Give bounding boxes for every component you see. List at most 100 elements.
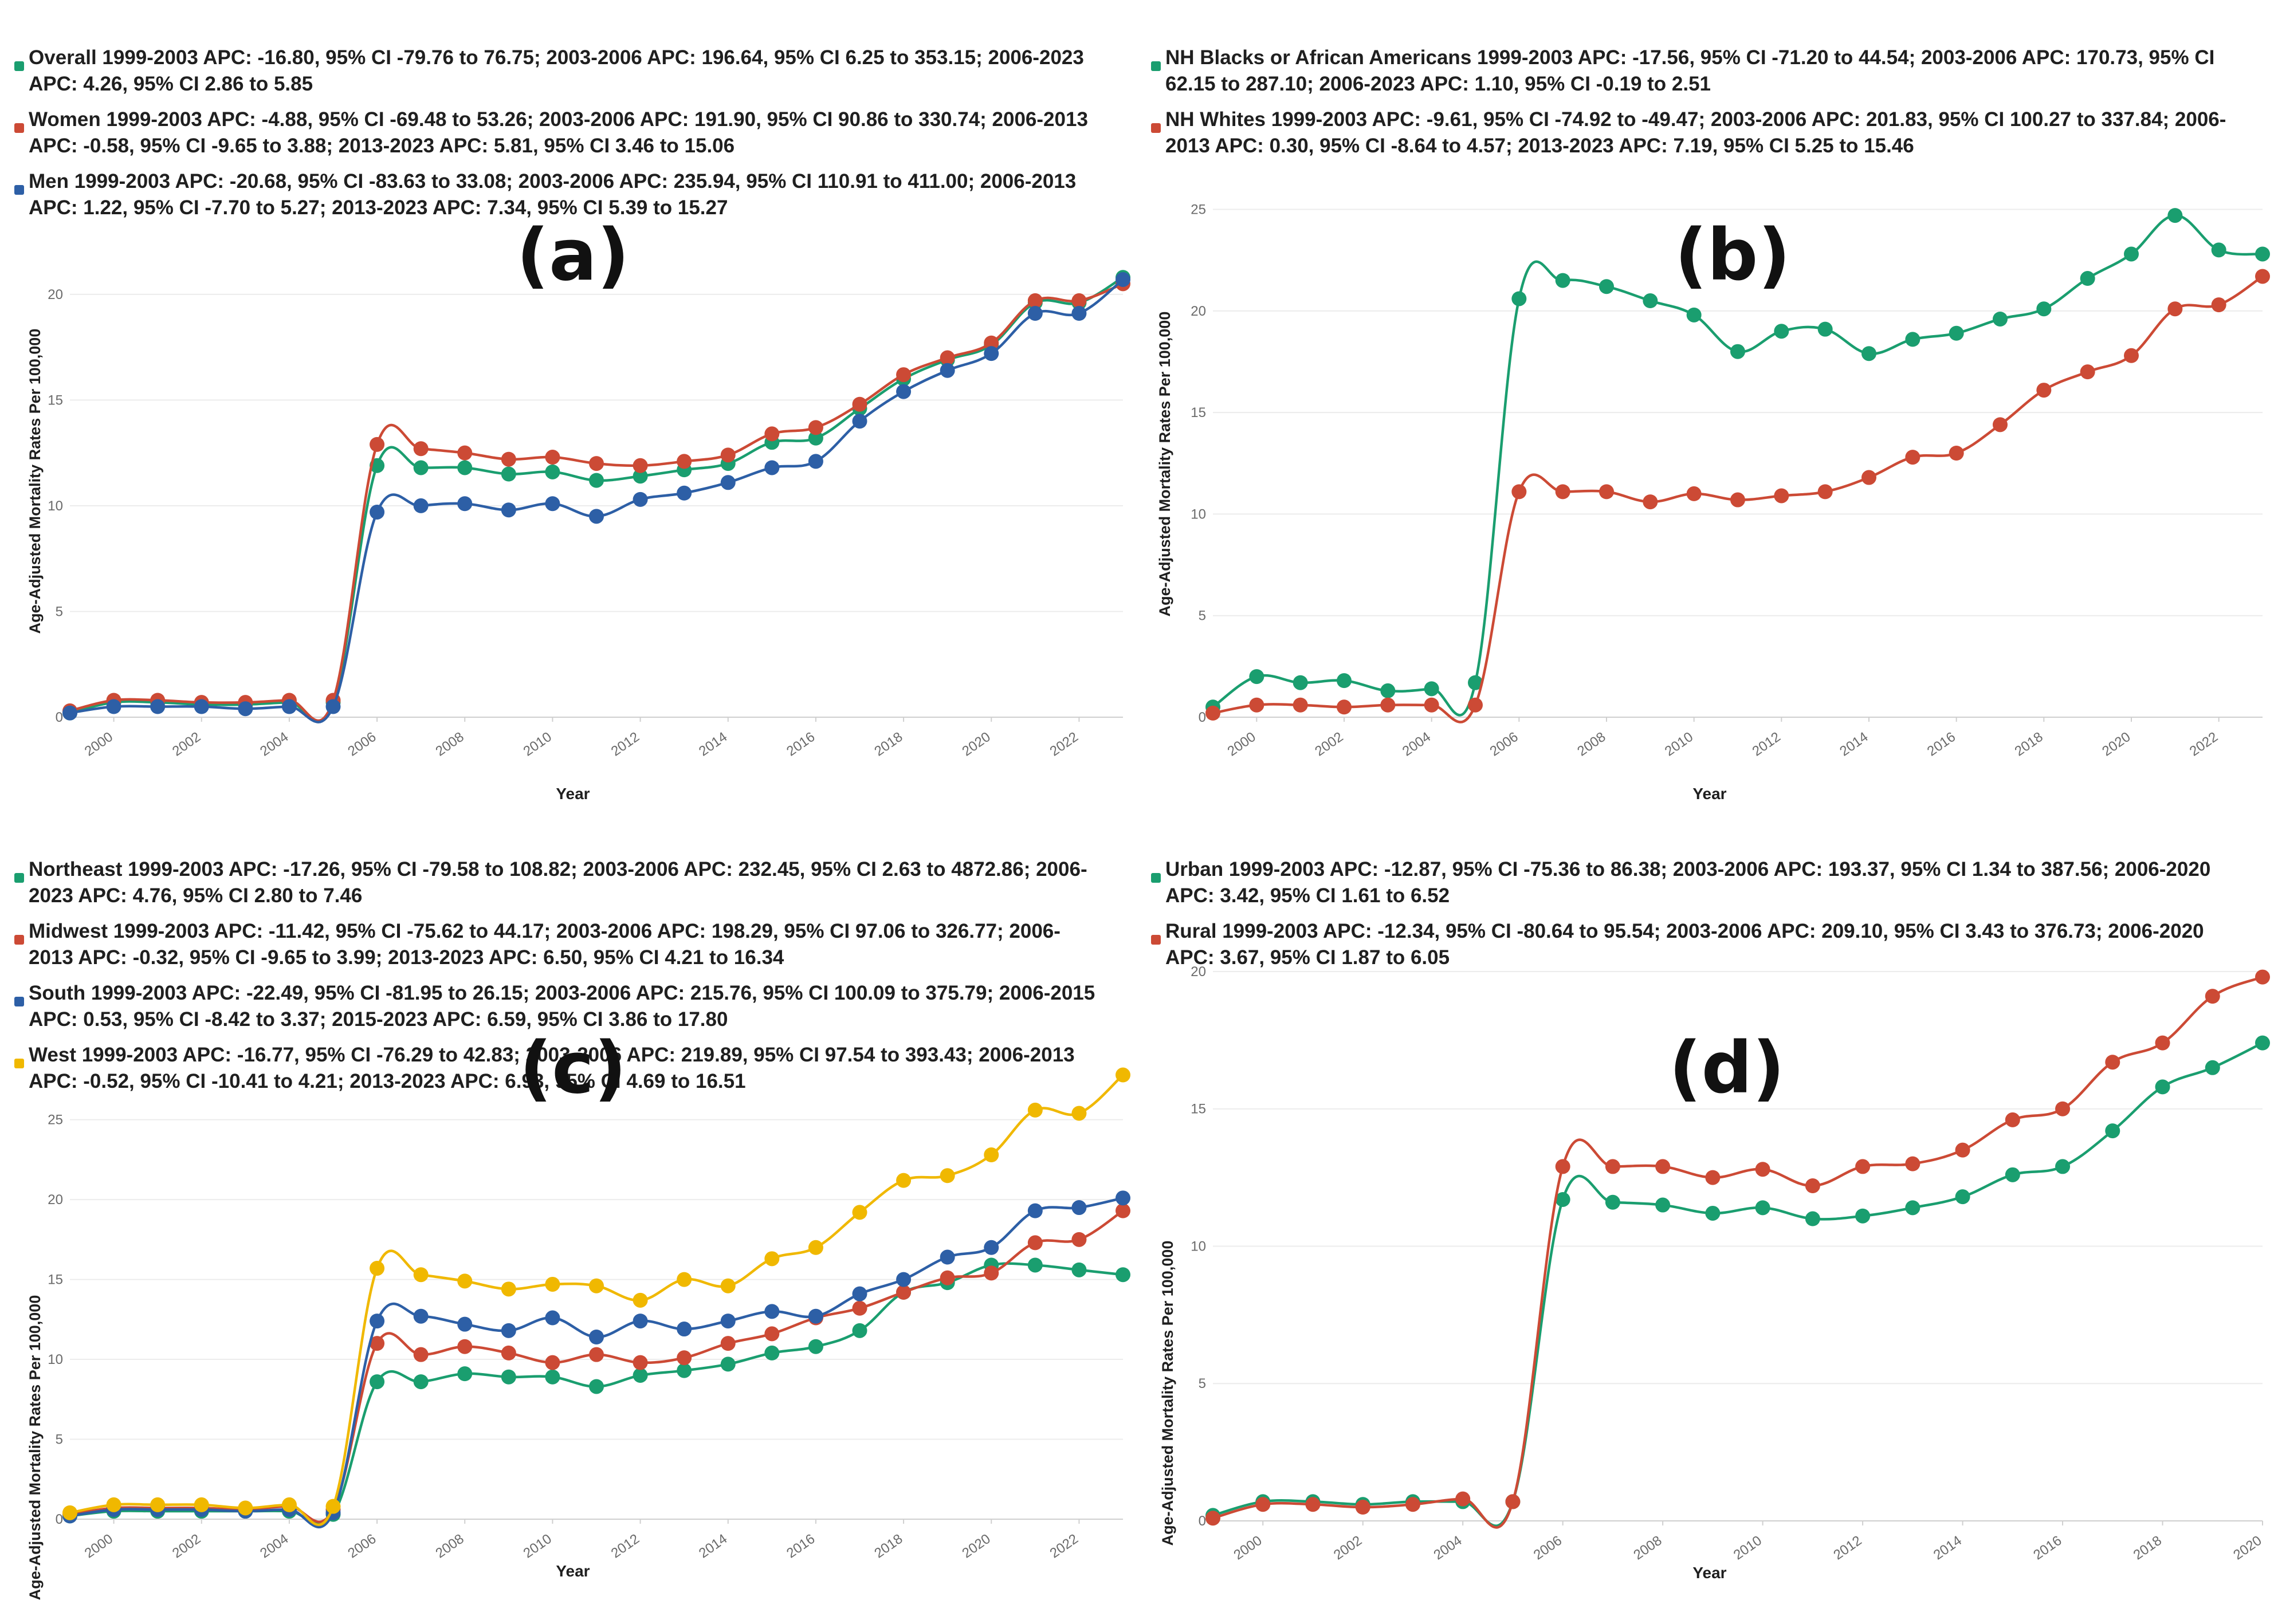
data-point[interactable] — [984, 1147, 999, 1162]
data-point[interactable] — [633, 1314, 648, 1329]
data-point[interactable] — [1249, 697, 1264, 713]
data-point[interactable] — [2124, 246, 2139, 262]
legend-item[interactable]: Men 1999-2003 APC: -20.68, 95% CI -83.63… — [13, 168, 1101, 221]
data-point[interactable] — [852, 396, 867, 412]
data-point[interactable] — [677, 1363, 692, 1378]
data-point[interactable] — [501, 1345, 516, 1360]
data-point[interactable] — [1705, 1205, 1721, 1221]
legend-item[interactable]: Urban 1999-2003 APC: -12.87, 95% CI -75.… — [1149, 856, 2238, 909]
data-point[interactable] — [1643, 293, 1658, 309]
data-point[interactable] — [764, 460, 780, 475]
data-point[interactable] — [2055, 1159, 2071, 1174]
data-point[interactable] — [2155, 1079, 2170, 1095]
data-point[interactable] — [1511, 291, 1527, 306]
data-point[interactable] — [1605, 1194, 1620, 1210]
data-point[interactable] — [2105, 1055, 2120, 1070]
data-point[interactable] — [1605, 1159, 1620, 1174]
data-point[interactable] — [1555, 1192, 1570, 1207]
data-point[interactable] — [764, 426, 780, 442]
data-point[interactable] — [1955, 1189, 1970, 1205]
legend-item[interactable]: NH Whites 1999-2003 APC: -9.61, 95% CI -… — [1149, 107, 2238, 159]
data-point[interactable] — [808, 430, 823, 446]
data-point[interactable] — [1468, 675, 1483, 690]
data-point[interactable] — [62, 1505, 77, 1520]
data-point[interactable] — [370, 1336, 385, 1351]
data-point[interactable] — [1071, 1262, 1087, 1277]
data-point[interactable] — [1027, 293, 1043, 308]
data-point[interactable] — [2124, 348, 2139, 363]
data-point[interactable] — [2255, 1035, 2270, 1051]
data-point[interactable] — [896, 1173, 912, 1188]
data-point[interactable] — [2211, 297, 2226, 313]
data-point[interactable] — [1468, 697, 1483, 713]
data-point[interactable] — [1993, 311, 2008, 327]
data-point[interactable] — [457, 496, 473, 512]
data-point[interactable] — [370, 437, 385, 452]
data-point[interactable] — [413, 441, 429, 457]
data-point[interactable] — [1249, 669, 1264, 685]
data-point[interactable] — [1424, 697, 1439, 713]
data-point[interactable] — [677, 1272, 692, 1287]
data-point[interactable] — [1205, 705, 1220, 721]
data-point[interactable] — [413, 460, 429, 475]
data-point[interactable] — [720, 447, 736, 463]
data-point[interactable] — [984, 335, 999, 351]
data-point[interactable] — [589, 1379, 604, 1394]
data-point[interactable] — [1305, 1497, 1321, 1512]
data-point[interactable] — [545, 1369, 560, 1385]
data-point[interactable] — [370, 504, 385, 520]
data-point[interactable] — [1643, 494, 1658, 510]
data-point[interactable] — [852, 1205, 867, 1220]
data-point[interactable] — [325, 1499, 341, 1514]
data-point[interactable] — [545, 1276, 560, 1292]
data-point[interactable] — [633, 469, 648, 484]
data-point[interactable] — [1355, 1500, 1370, 1515]
legend-item[interactable]: West 1999-2003 APC: -16.77, 95% CI -76.2… — [13, 1042, 1101, 1095]
data-point[interactable] — [2167, 208, 2183, 223]
data-point[interactable] — [1949, 325, 1964, 341]
data-point[interactable] — [501, 1323, 516, 1338]
data-point[interactable] — [1505, 1494, 1521, 1509]
data-point[interactable] — [633, 458, 648, 473]
data-point[interactable] — [1293, 697, 1308, 713]
data-point[interactable] — [2005, 1112, 2020, 1127]
data-point[interactable] — [1027, 1102, 1043, 1118]
data-point[interactable] — [1293, 675, 1308, 690]
data-point[interactable] — [589, 509, 604, 524]
data-point[interactable] — [808, 1240, 823, 1255]
data-point[interactable] — [1817, 484, 1833, 500]
data-point[interactable] — [457, 1273, 473, 1289]
data-point[interactable] — [589, 456, 604, 471]
data-point[interactable] — [1555, 1159, 1570, 1174]
data-point[interactable] — [501, 466, 516, 482]
data-point[interactable] — [1455, 1491, 1471, 1507]
data-point[interactable] — [1555, 273, 1570, 288]
data-point[interactable] — [545, 464, 560, 479]
data-point[interactable] — [852, 1286, 867, 1301]
data-point[interactable] — [150, 1497, 166, 1512]
data-point[interactable] — [1949, 446, 1964, 461]
data-point[interactable] — [413, 1308, 429, 1324]
data-point[interactable] — [2036, 383, 2052, 398]
data-point[interactable] — [940, 1168, 955, 1183]
data-point[interactable] — [194, 1497, 209, 1512]
data-point[interactable] — [2205, 1060, 2220, 1075]
data-point[interactable] — [1424, 681, 1439, 697]
legend-item[interactable]: Northeast 1999-2003 APC: -17.26, 95% CI … — [13, 856, 1101, 909]
data-point[interactable] — [194, 699, 209, 714]
data-point[interactable] — [808, 1339, 823, 1354]
legend-item[interactable]: Midwest 1999-2003 APC: -11.42, 95% CI -7… — [13, 918, 1101, 971]
data-point[interactable] — [720, 1278, 736, 1293]
data-point[interactable] — [2105, 1123, 2120, 1139]
data-point[interactable] — [150, 699, 166, 714]
data-point[interactable] — [720, 475, 736, 490]
data-point[interactable] — [1337, 673, 1352, 689]
data-point[interactable] — [2255, 246, 2270, 262]
data-point[interactable] — [984, 1265, 999, 1281]
data-point[interactable] — [1905, 1200, 1920, 1216]
data-point[interactable] — [238, 1500, 253, 1516]
data-point[interactable] — [1027, 306, 1043, 321]
data-point[interactable] — [501, 1369, 516, 1385]
data-point[interactable] — [545, 450, 560, 465]
data-point[interactable] — [940, 363, 955, 378]
